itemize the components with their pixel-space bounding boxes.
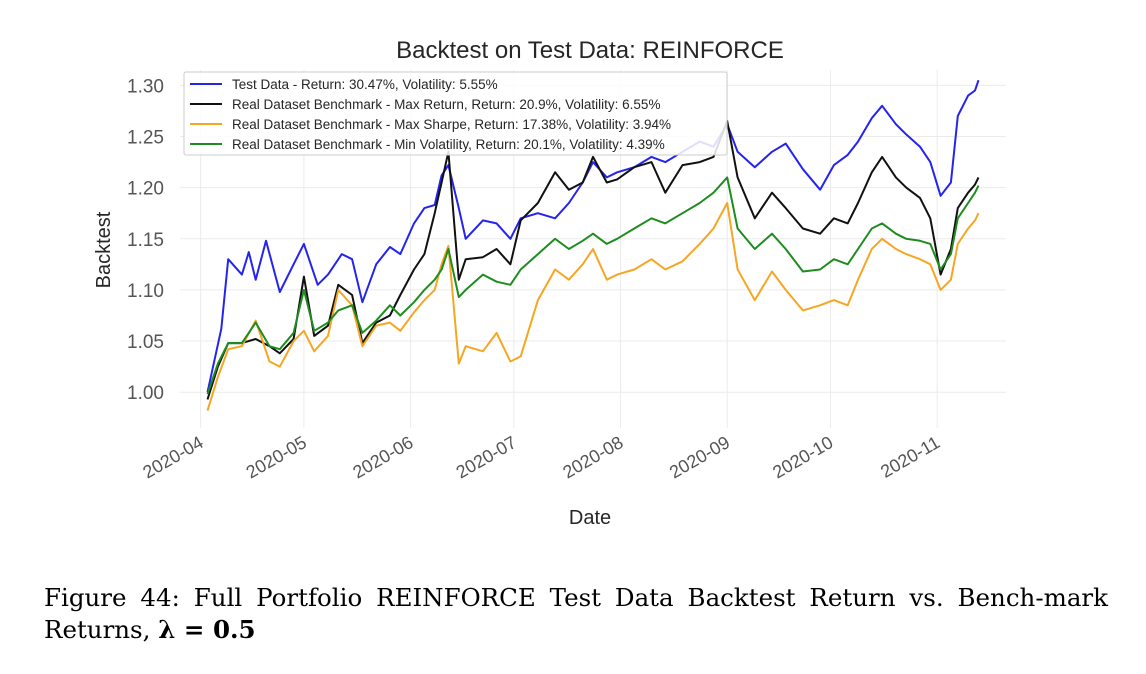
figure-caption: Figure 44: Full Portfolio REINFORCE Test… — [44, 582, 1108, 647]
y-tick-label: 1.30 — [127, 76, 164, 97]
series-line-0 — [206, 79, 980, 393]
x-tick-label: 2020-06 — [349, 432, 416, 482]
y-tick-label: 1.00 — [127, 383, 164, 404]
y-tick-labels: 1.00 1.05 1.10 1.15 1.20 1.25 1.30 — [127, 76, 164, 404]
y-tick-label: 1.25 — [127, 127, 164, 148]
legend-entry: Test Data - Return: 30.47%, Volatility: … — [232, 77, 498, 92]
series-line-1 — [206, 120, 980, 400]
legend-entry: Real Dataset Benchmark - Max Sharpe, Ret… — [232, 117, 671, 132]
x-tick-label: 2020-10 — [769, 432, 836, 482]
x-tick-label: 2020-08 — [559, 432, 626, 482]
y-tick-label: 1.10 — [127, 281, 164, 302]
legend-entry: Real Dataset Benchmark - Max Return, Ret… — [232, 97, 660, 112]
series-line-2 — [206, 202, 980, 411]
caption-formula: λ = 0.5 — [158, 615, 256, 645]
series-line-3 — [206, 176, 980, 395]
x-tick-label: 2020-07 — [453, 432, 520, 482]
y-tick-label: 1.05 — [127, 332, 164, 353]
x-tick-label: 2020-09 — [666, 432, 733, 482]
series-lines — [206, 79, 980, 411]
y-tick-label: 1.15 — [127, 230, 164, 251]
y-tick-label: 1.20 — [127, 179, 164, 200]
x-axis-label: Date — [569, 507, 611, 529]
y-axis-label: Backtest — [93, 211, 115, 288]
x-tick-labels: 2020-04 2020-05 2020-06 2020-07 2020-08 2020-… — [139, 432, 943, 482]
x-tick-label: 2020-04 — [139, 432, 206, 482]
chart-title: Backtest on Test Data: REINFORCE — [396, 37, 784, 64]
legend-entry: Real Dataset Benchmark - Min Volatility,… — [232, 137, 665, 152]
caption-text: Figure 44: Full Portfolio REINFORCE Test… — [44, 583, 1108, 645]
legend: Test Data - Return: 30.47%, Volatility: … — [183, 71, 728, 156]
legend-box — [183, 71, 728, 156]
x-tick-label: 2020-11 — [877, 432, 943, 482]
chart: Backtest on Test Data: REINFORCE 1.001.0… — [93, 37, 1006, 529]
x-tick-label: 2020-05 — [243, 432, 310, 482]
